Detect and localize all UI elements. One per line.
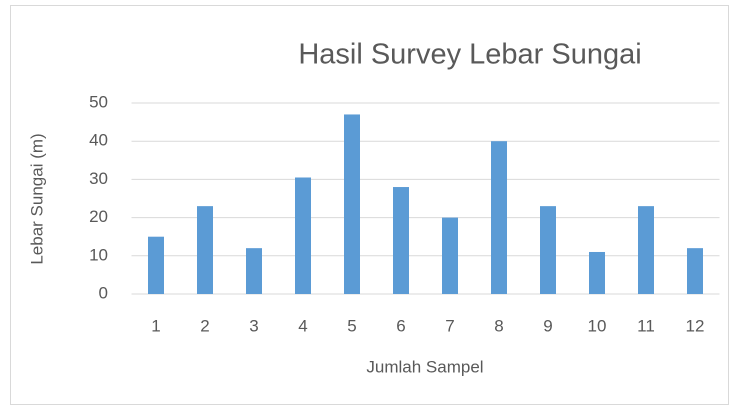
x-tick-label: 12 bbox=[686, 316, 705, 335]
bar bbox=[197, 206, 213, 294]
x-tick-label: 5 bbox=[347, 316, 356, 335]
y-tick-label: 50 bbox=[89, 92, 108, 111]
y-tick-label: 0 bbox=[99, 283, 108, 302]
y-tick-label: 10 bbox=[89, 245, 108, 264]
chart-border bbox=[10, 5, 729, 405]
x-tick-label: 8 bbox=[494, 316, 503, 335]
x-tick-label: 6 bbox=[396, 316, 405, 335]
x-tick-label: 2 bbox=[200, 316, 209, 335]
y-axis-label: Lebar Sungai (m) bbox=[27, 133, 46, 264]
bar bbox=[246, 248, 262, 294]
bar bbox=[148, 236, 164, 294]
x-tick-label: 11 bbox=[637, 316, 655, 335]
bar bbox=[491, 141, 507, 294]
x-tick-label: 1 bbox=[151, 316, 160, 335]
x-tick-label: 9 bbox=[543, 316, 552, 335]
bar bbox=[638, 206, 654, 294]
y-tick-label: 40 bbox=[89, 131, 108, 150]
x-tick-label: 10 bbox=[588, 316, 607, 335]
bar bbox=[687, 248, 703, 294]
x-tick-label: 3 bbox=[249, 316, 258, 335]
bar bbox=[540, 206, 556, 294]
x-tick-label: 4 bbox=[298, 316, 307, 335]
y-tick-label: 20 bbox=[89, 207, 108, 226]
x-tick-label: 7 bbox=[445, 316, 454, 335]
x-axis-label: Jumlah Sampel bbox=[366, 357, 483, 376]
bar bbox=[393, 187, 409, 294]
chart-title: Hasil Survey Lebar Sungai bbox=[298, 39, 641, 71]
bar bbox=[295, 177, 311, 294]
bar bbox=[344, 114, 360, 295]
bar bbox=[442, 217, 458, 294]
bar bbox=[589, 251, 605, 294]
y-tick-label: 30 bbox=[89, 169, 108, 188]
